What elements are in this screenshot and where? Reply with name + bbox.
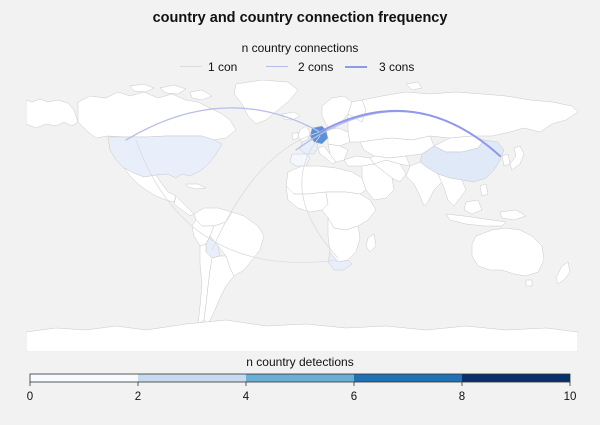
- connection-south-africa-germany: [301, 135, 339, 259]
- country-south-africa: [327, 251, 353, 271]
- canada-arctic-island-1: [129, 83, 155, 93]
- world-map: [26, 80, 578, 352]
- connection-legend-item-1: 1 con: [180, 58, 260, 76]
- canada-arctic-island-3: [189, 89, 213, 101]
- connection-legend-label-2: 2 cons: [298, 60, 334, 74]
- detection-legend-frame: [29, 373, 571, 383]
- connection-germany-china: [319, 109, 501, 157]
- country-canada: [77, 91, 237, 141]
- canada-arctic-island-2: [159, 84, 187, 95]
- country-southern-africa: [327, 217, 361, 263]
- connection-bolivia-germany: [211, 131, 321, 251]
- detection-legend-title: n country detections: [246, 355, 354, 369]
- connection-legend-item-3: 3 cons: [345, 58, 425, 76]
- connection-legend-swatch-1: [180, 66, 202, 67]
- connection-legend-label-1: 1 con: [208, 60, 238, 74]
- country-brazil: [209, 211, 265, 277]
- detection-legend-bin-4: [354, 374, 462, 382]
- connection-united-states-germany: [125, 107, 321, 141]
- connection-lines: [125, 107, 501, 263]
- country-japan: [509, 145, 525, 171]
- connection-legend-title: n country connections: [241, 41, 359, 55]
- country-indonesia: [445, 213, 507, 227]
- continent-antarctica: [26, 319, 578, 352]
- detection-legend-ticks: 0 2 4 6 8 10: [27, 382, 577, 403]
- country-india: [405, 161, 443, 207]
- country-scandinavia: [321, 95, 353, 131]
- detection-legend-bin-5: [462, 374, 570, 382]
- detection-legend-tick-label-4: 8: [459, 391, 465, 403]
- detection-legend-tick-label-1: 2: [135, 391, 141, 403]
- country-france: [299, 137, 319, 155]
- country-ireland: [291, 131, 299, 141]
- island-tasmania: [525, 279, 533, 287]
- country-philippines: [479, 183, 489, 197]
- country-russia: [347, 91, 578, 143]
- country-alaska: [26, 98, 79, 129]
- country-poland-eastern-europe: [325, 127, 351, 147]
- detection-legend: 0 2 4 6 8 10: [27, 373, 577, 403]
- connection-legend-swatch-2: [266, 66, 288, 67]
- detection-legend-tick-label-3: 6: [351, 391, 357, 403]
- detection-legend-bin-2: [138, 374, 246, 382]
- country-southeast-asia: [437, 173, 467, 207]
- land-layer: [26, 80, 578, 352]
- chart-title: country and country connection frequency: [152, 10, 448, 26]
- detection-legend-bin-1: [30, 374, 138, 382]
- detection-legend-tick-label-2: 4: [243, 391, 250, 403]
- connection-legend-swatch-3: [345, 66, 367, 68]
- country-korea: [501, 153, 511, 167]
- connection-legend-label-3: 3 cons: [379, 60, 415, 74]
- connection-legend-item-2: 2 cons: [266, 58, 346, 76]
- central-america: [173, 195, 195, 217]
- country-spain: [289, 153, 311, 167]
- country-australia: [471, 227, 545, 277]
- country-central-asia: [369, 155, 411, 167]
- country-north-africa: [285, 165, 367, 195]
- country-chile: [197, 243, 213, 325]
- detection-legend-bin-3: [246, 374, 354, 382]
- country-united-states: [107, 135, 223, 179]
- country-iceland: [281, 111, 301, 121]
- country-greenland: [233, 80, 299, 125]
- country-madagascar: [365, 233, 377, 253]
- connection-legend: 1 con 2 cons 3 cons: [0, 58, 600, 76]
- detection-legend-bins: [29, 373, 571, 383]
- country-italy: [317, 145, 337, 165]
- detection-legend-tick-label-5: 10: [564, 391, 577, 403]
- detection-legend-tick-label-0: 0: [27, 391, 33, 403]
- country-new-zealand: [555, 261, 571, 285]
- connection-united-states-south-africa: [135, 139, 339, 263]
- island-cuba: [185, 183, 207, 190]
- russia-island-novaya: [405, 81, 423, 91]
- island-new-guinea: [499, 209, 527, 221]
- island-borneo: [463, 199, 483, 215]
